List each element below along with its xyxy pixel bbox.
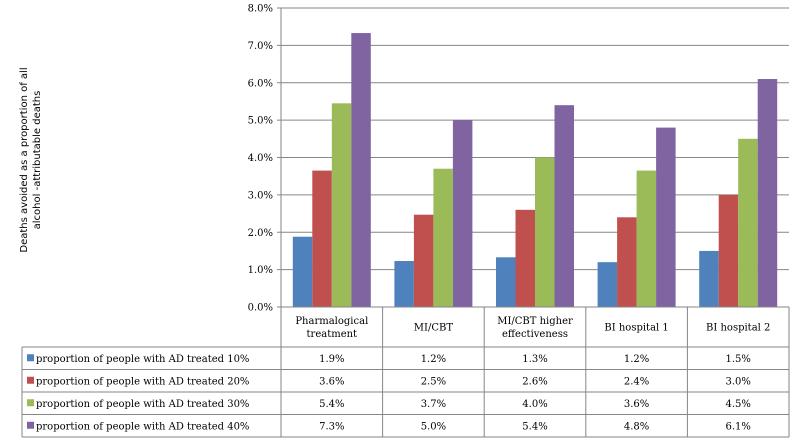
legend-label: proportion of people with AD treated 20% <box>36 376 249 387</box>
data-label: 1.2% <box>421 354 446 365</box>
y-tick-label: 7.0% <box>248 41 273 52</box>
data-label: 7.3% <box>319 421 344 432</box>
bar <box>757 79 778 307</box>
bar <box>738 138 758 307</box>
bar <box>351 33 371 307</box>
y-tick-label: 6.0% <box>248 78 273 89</box>
legend-key <box>27 376 34 384</box>
legend-label: proportion of people with AD treated 40% <box>36 421 249 432</box>
bar <box>413 214 434 307</box>
bar <box>656 127 676 307</box>
bar <box>292 236 313 307</box>
y-tick-label: 5.0% <box>248 116 273 127</box>
data-label: 1.3% <box>522 354 547 365</box>
data-label: 1.5% <box>725 354 750 365</box>
y-tick-label: 1.0% <box>248 265 273 276</box>
category-label: Pharmalogical <box>295 316 368 327</box>
bar <box>718 194 739 307</box>
data-label: 3.6% <box>319 376 344 387</box>
data-label: 2.5% <box>421 376 446 387</box>
data-label: 4.8% <box>624 421 649 432</box>
bar <box>699 250 719 307</box>
bar <box>331 103 352 308</box>
data-label: 4.0% <box>522 399 547 410</box>
bar <box>554 105 574 307</box>
legend-key <box>27 399 34 407</box>
data-label: 5.0% <box>421 421 446 432</box>
bar <box>433 168 453 307</box>
bar <box>636 170 657 307</box>
data-label: 4.5% <box>725 399 750 410</box>
data-label: 5.4% <box>319 399 344 410</box>
bar <box>617 217 637 307</box>
category-label: BI hospital 2 <box>706 323 770 334</box>
bar <box>452 120 473 307</box>
y-axis-label-line: alcohol -attributable deaths <box>32 91 43 230</box>
data-label: 2.6% <box>522 376 547 387</box>
category-label: effectiveness <box>502 329 568 340</box>
y-tick-label: 2.0% <box>248 228 273 239</box>
y-tick-label: 8.0% <box>248 4 273 15</box>
bar <box>312 170 332 307</box>
legend-key <box>27 421 34 429</box>
legend-key <box>27 354 34 362</box>
data-label: 3.6% <box>624 399 649 410</box>
category-label: MI/CBT higher <box>497 316 573 327</box>
legend-label: proportion of people with AD treated 30% <box>36 399 249 410</box>
y-axis-ticks: 0.0% 1.0% 2.0% 3.0% 4.0% 5.0% 6.0% 7.0% 8.0% <box>248 4 282 314</box>
bar <box>597 262 618 307</box>
data-label: 5.4% <box>522 421 547 432</box>
data-label: 3.7% <box>421 399 446 410</box>
y-tick-label: 3.0% <box>248 190 273 201</box>
y-axis-label-line: Deaths avoided as a proportion of all <box>19 67 30 252</box>
data-label: 1.2% <box>624 354 649 365</box>
data-label: 2.4% <box>624 376 649 387</box>
y-tick-label: 0.0% <box>248 303 273 314</box>
data-table: Pharmalogical treatment MI/CBT MI/CBT highe… <box>21 306 790 438</box>
data-label: 3.0% <box>725 376 750 387</box>
y-axis-label: Deaths avoided as a proportion of all alc… <box>19 67 43 252</box>
category-label: MI/CBT <box>414 323 454 334</box>
y-tick-label: 4.0% <box>248 153 273 164</box>
legend-label: proportion of people with AD treated 10% <box>36 354 249 365</box>
data-label: 1.9% <box>319 354 344 365</box>
data-label: 6.1% <box>725 421 750 432</box>
bar <box>515 209 535 307</box>
bar <box>496 257 516 307</box>
category-label: BI hospital 1 <box>604 323 668 334</box>
bars <box>292 33 778 308</box>
category-label: treatment <box>307 329 358 340</box>
bar <box>394 261 414 307</box>
bar <box>535 157 555 307</box>
